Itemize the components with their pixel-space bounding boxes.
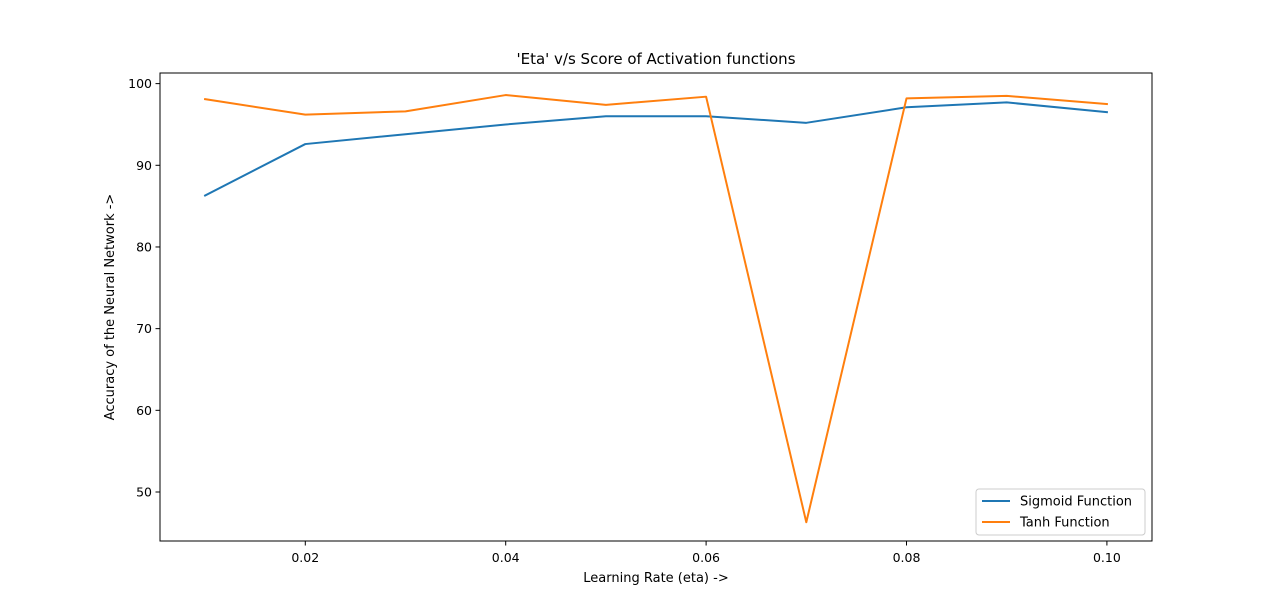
legend-box (975, 488, 1146, 536)
legend-label-2: Tanh Function (1019, 516, 1110, 531)
y-tick-label: 90 (136, 158, 152, 173)
x-tick-label: 0.10 (1093, 550, 1121, 565)
x-tick-label: 0.08 (893, 550, 921, 565)
series-line-1 (203, 101, 1109, 197)
chart-title: 'Eta' v/s Score of Activation functions (516, 50, 795, 68)
y-tick-label: 50 (136, 484, 152, 499)
y-tick-label: 80 (136, 239, 152, 254)
x-tick-label: 0.06 (692, 550, 720, 565)
y-tick-label: 100 (128, 76, 152, 91)
plot-frame (159, 72, 1153, 542)
y-axis-label: Accuracy of the Neural Network -> (103, 194, 118, 421)
y-tick-label: 60 (136, 403, 152, 418)
x-axis-label: Learning Rate (eta) -> (583, 571, 728, 586)
x-tick-label: 0.02 (291, 550, 319, 565)
series-line-2 (203, 94, 1108, 524)
legend: Sigmoid Function Tanh Function (975, 488, 1146, 536)
y-tick-label: 70 (136, 321, 152, 336)
x-tick-label: 0.04 (492, 550, 520, 565)
legend-label-1: Sigmoid Function (1020, 495, 1132, 510)
plot-area: 0.02 0.04 0.06 0.08 0.10 50 60 70 80 90 100 (128, 72, 1153, 565)
